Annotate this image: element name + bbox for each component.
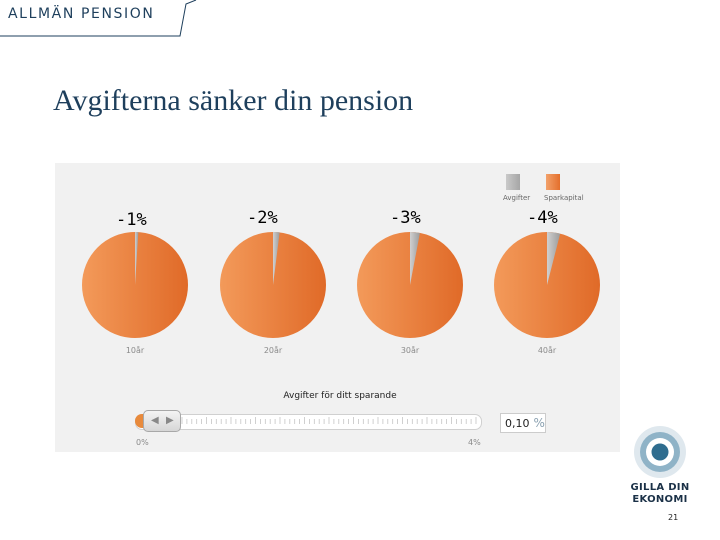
fee-value: 0,10 (505, 417, 530, 430)
slider-ticks (181, 417, 477, 424)
logo-text-line2: EKONOMI (632, 494, 688, 505)
pie-percent-label: -3% (390, 208, 421, 228)
pie-year-label: 40år (537, 346, 557, 355)
legend-label-capital: Sparkapital (544, 194, 584, 202)
page-number: 21 (668, 513, 679, 522)
pie-year-label: 10år (125, 346, 145, 355)
header-divider (0, 0, 197, 37)
fee-slider-handle[interactable]: ◀ ▶ (143, 410, 181, 432)
fee-unit: % (533, 416, 545, 430)
pie-chart (220, 232, 326, 338)
slider-max-label: 4% (468, 438, 481, 447)
slide-title: Avgifterna sänker din pension (53, 84, 414, 117)
fee-value-field[interactable]: 0,10% (500, 413, 546, 433)
pie-slice-fees (410, 232, 420, 285)
pie-chart (494, 232, 600, 338)
pie-year-label: 30år (400, 346, 420, 355)
pie-percent-label: -4% (527, 208, 558, 228)
legend-swatch-fees (506, 174, 520, 190)
pie-slice-fees (547, 232, 561, 285)
pie-chart (357, 232, 463, 338)
pie-year-label: 20år (263, 346, 283, 355)
legend-label-fees: Avgifter (503, 194, 531, 202)
slider-min-label: 0% (136, 438, 149, 447)
header-label: ALLMÄN PENSION (8, 6, 155, 22)
chevron-left-icon: ◀ (151, 415, 159, 426)
fee-slider-label: Avgifter för ditt sparande (283, 391, 397, 401)
chevron-right-icon: ▶ (166, 415, 174, 426)
pie-slice-fees (135, 231, 139, 285)
pie-percent-label: -2% (247, 208, 278, 228)
legend-swatch-capital (546, 174, 560, 190)
pie-slice-fees (273, 232, 280, 285)
logo-text-line1: GILLA DIN (630, 482, 690, 493)
pie-chart (82, 231, 188, 338)
gilla-din-ekonomi-logo-icon (634, 426, 686, 478)
pie-percent-label: -1% (116, 210, 147, 230)
